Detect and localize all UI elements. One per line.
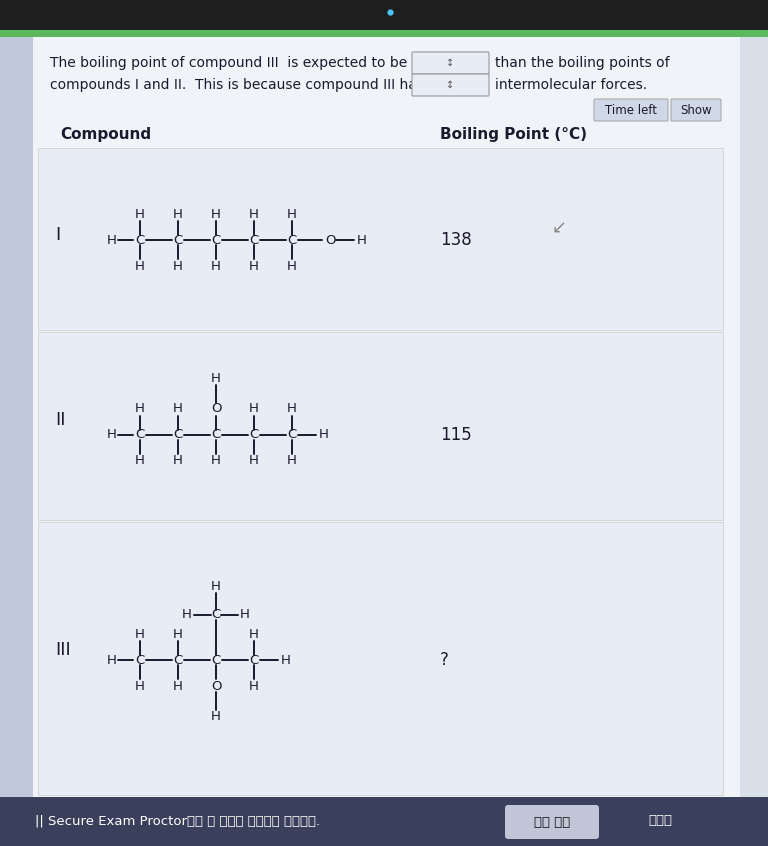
Text: The boiling point of compound III  is expected to be: The boiling point of compound III is exp… bbox=[50, 56, 407, 70]
Text: H: H bbox=[107, 653, 117, 667]
Text: compounds I and II.  This is because compound III has: compounds I and II. This is because comp… bbox=[50, 78, 424, 92]
Text: III: III bbox=[55, 641, 71, 659]
Text: O: O bbox=[325, 233, 336, 246]
Text: H: H bbox=[135, 403, 145, 415]
FancyBboxPatch shape bbox=[412, 52, 489, 74]
Text: C: C bbox=[211, 608, 220, 622]
Text: H: H bbox=[281, 653, 291, 667]
Text: C: C bbox=[287, 429, 296, 442]
Text: Time left: Time left bbox=[605, 103, 657, 117]
FancyBboxPatch shape bbox=[412, 74, 489, 96]
Text: C: C bbox=[211, 233, 220, 246]
Text: H: H bbox=[211, 371, 221, 384]
Text: Boiling Point (°C): Boiling Point (°C) bbox=[440, 128, 587, 142]
Text: H: H bbox=[107, 429, 117, 442]
Text: H: H bbox=[211, 207, 221, 221]
FancyBboxPatch shape bbox=[0, 30, 768, 37]
Text: H: H bbox=[249, 454, 259, 468]
Text: H: H bbox=[135, 454, 145, 468]
Text: H: H bbox=[287, 403, 297, 415]
Text: H: H bbox=[135, 628, 145, 640]
Text: than the boiling points of: than the boiling points of bbox=[495, 56, 670, 70]
Text: H: H bbox=[135, 207, 145, 221]
Text: H: H bbox=[211, 260, 221, 272]
Text: H: H bbox=[135, 679, 145, 693]
Text: C: C bbox=[135, 233, 144, 246]
Text: H: H bbox=[287, 207, 297, 221]
Text: H: H bbox=[173, 628, 183, 640]
Text: H: H bbox=[173, 403, 183, 415]
Text: H: H bbox=[240, 608, 250, 622]
Text: ↕: ↕ bbox=[446, 80, 454, 90]
FancyBboxPatch shape bbox=[38, 148, 723, 330]
FancyBboxPatch shape bbox=[594, 99, 668, 121]
Text: 숨기기: 숨기기 bbox=[648, 815, 672, 827]
Text: I: I bbox=[55, 226, 60, 244]
Text: H: H bbox=[249, 679, 259, 693]
Text: C: C bbox=[174, 653, 183, 667]
Text: intermolecular forces.: intermolecular forces. bbox=[495, 78, 647, 92]
Text: ↗: ↗ bbox=[548, 216, 563, 234]
FancyBboxPatch shape bbox=[0, 0, 768, 30]
Text: H: H bbox=[249, 207, 259, 221]
Text: H: H bbox=[249, 260, 259, 272]
Text: C: C bbox=[287, 233, 296, 246]
Text: ↕: ↕ bbox=[446, 58, 454, 68]
Text: C: C bbox=[174, 429, 183, 442]
FancyBboxPatch shape bbox=[0, 797, 768, 846]
Text: Show: Show bbox=[680, 103, 712, 117]
Text: ?: ? bbox=[440, 651, 449, 669]
Text: C: C bbox=[135, 429, 144, 442]
Text: Compound: Compound bbox=[60, 128, 151, 142]
Text: H: H bbox=[173, 454, 183, 468]
FancyBboxPatch shape bbox=[0, 37, 33, 797]
Text: H: H bbox=[182, 608, 192, 622]
FancyBboxPatch shape bbox=[38, 332, 723, 520]
FancyBboxPatch shape bbox=[38, 522, 723, 795]
Text: H: H bbox=[173, 260, 183, 272]
Text: H: H bbox=[287, 454, 297, 468]
Text: H: H bbox=[173, 207, 183, 221]
Text: C: C bbox=[250, 429, 259, 442]
Text: H: H bbox=[211, 454, 221, 468]
Text: 115: 115 bbox=[440, 426, 472, 444]
Text: C: C bbox=[135, 653, 144, 667]
Text: H: H bbox=[211, 711, 221, 723]
Text: II: II bbox=[55, 411, 65, 429]
Text: H: H bbox=[249, 403, 259, 415]
Text: C: C bbox=[174, 233, 183, 246]
Text: H: H bbox=[135, 260, 145, 272]
FancyBboxPatch shape bbox=[505, 805, 599, 839]
Text: H: H bbox=[249, 628, 259, 640]
Text: C: C bbox=[211, 429, 220, 442]
Text: H: H bbox=[211, 580, 221, 592]
FancyBboxPatch shape bbox=[30, 37, 740, 797]
Text: O: O bbox=[210, 679, 221, 693]
Text: 공유 중지: 공유 중지 bbox=[534, 816, 570, 828]
Text: || Secure Exam Proctor에서 내 화면을 공유하는 중입니다.: || Secure Exam Proctor에서 내 화면을 공유하는 중입니다… bbox=[35, 815, 320, 827]
Text: H: H bbox=[287, 260, 297, 272]
Text: H: H bbox=[107, 233, 117, 246]
Text: 138: 138 bbox=[440, 231, 472, 249]
Text: H: H bbox=[357, 233, 367, 246]
Text: H: H bbox=[173, 679, 183, 693]
Text: C: C bbox=[211, 653, 220, 667]
Text: C: C bbox=[250, 653, 259, 667]
Text: C: C bbox=[250, 233, 259, 246]
Text: H: H bbox=[319, 429, 329, 442]
Text: O: O bbox=[210, 403, 221, 415]
FancyBboxPatch shape bbox=[671, 99, 721, 121]
